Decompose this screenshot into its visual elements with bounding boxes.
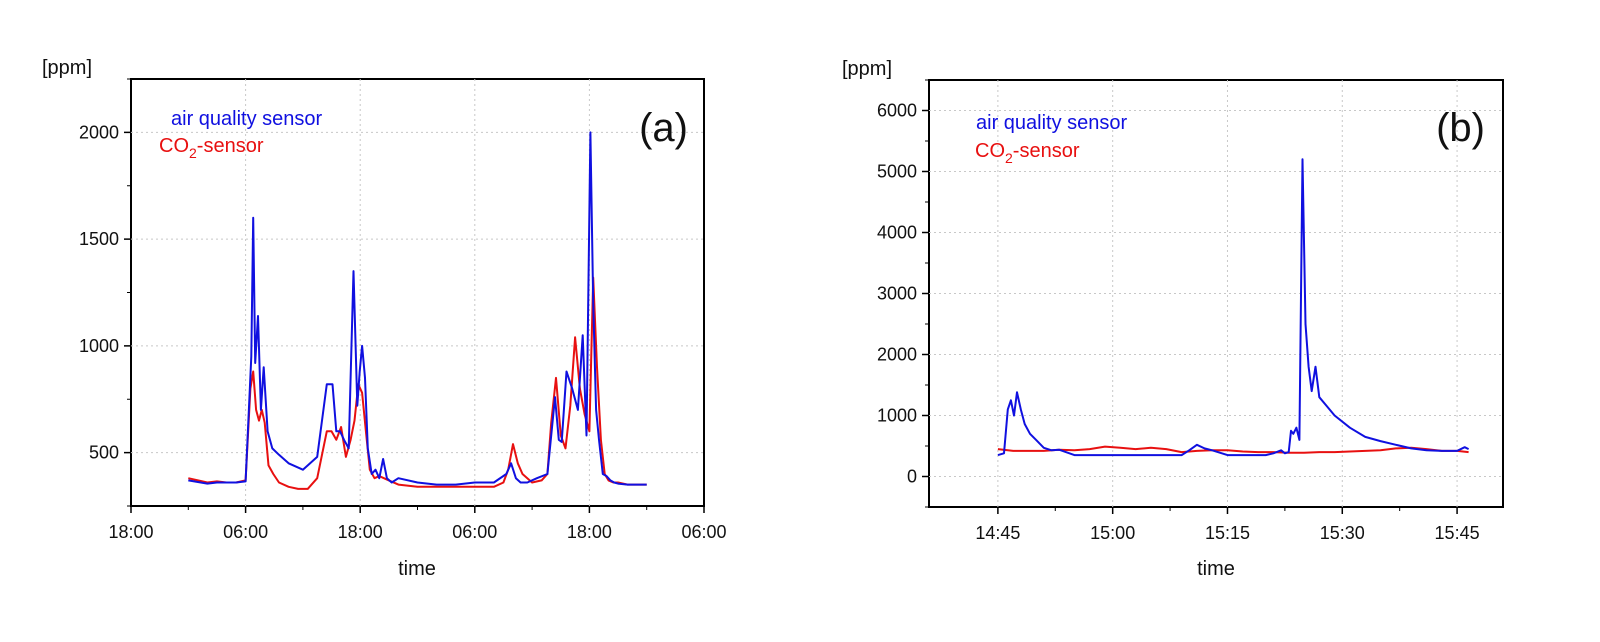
panel-b-y-tick-label: 1000 — [877, 406, 917, 426]
panel-b-x-tick-label: 15:45 — [1435, 523, 1480, 543]
panel-a-x-tick-labels: 18:00 06:00 18:00 06:00 18:00 06:00 — [108, 522, 726, 542]
panel-a-x-axis-label: time — [398, 558, 436, 580]
panel-b-minor-ticks — [922, 79, 1458, 514]
panel-a-grid — [131, 79, 704, 506]
panel-b-legend-entry-air-quality: air quality sensor — [976, 112, 1128, 134]
panel-a-y-tick-label: 1500 — [79, 229, 119, 249]
panel-b-y-tick-label: 3000 — [877, 284, 917, 304]
panel-a-y-tick-labels: 500 1000 1500 2000 — [79, 122, 119, 462]
panel-a-legend-entry-co2: CO2-sensor — [159, 135, 264, 161]
panel-a-x-tick-label: 06:00 — [223, 522, 268, 542]
panel-a-x-tick-label: 06:00 — [452, 522, 497, 542]
panel-b-legend: air quality sensor CO2-sensor — [975, 112, 1128, 166]
panel-a: 18:00 06:00 18:00 06:00 18:00 06:00 500 1000 15… — [42, 57, 727, 580]
panel-b-y-tick-label: 5000 — [877, 162, 917, 182]
panel-b-y-tick-label: 6000 — [877, 101, 917, 121]
panel-a-x-tick-label: 18:00 — [567, 522, 612, 542]
panel-b-y-tick-label: 4000 — [877, 223, 917, 243]
panel-b-y-tick-labels: 0 1000 2000 3000 4000 5000 6000 — [877, 101, 917, 487]
panel-a-legend: air quality sensor CO2-sensor — [159, 108, 323, 161]
panel-a-y-tick-label: 500 — [89, 443, 119, 463]
panel-b: 14:45 15:00 15:15 15:30 15:45 0 1000 2000 3000 4… — [842, 58, 1504, 580]
panel-b-y-tick-label: 0 — [907, 467, 917, 487]
panel-a-x-tick-label: 18:00 — [108, 522, 153, 542]
panel-a-y-axis-label: [ppm] — [42, 57, 92, 79]
panel-b-x-tick-labels: 14:45 15:00 15:15 15:30 15:45 — [975, 523, 1479, 543]
panel-b-x-tick-label: 14:45 — [975, 523, 1020, 543]
panel-b-series-line-air-quality — [997, 158, 1470, 457]
panel-a-series-line-air-quality — [188, 131, 647, 486]
panel-b-series-line-co2 — [997, 445, 1469, 454]
panel-a-x-tick-label: 06:00 — [681, 522, 726, 542]
panel-a-panel-label: (a) — [639, 106, 688, 150]
panel-b-x-tick-label: 15:30 — [1320, 523, 1365, 543]
panel-b-y-axis-label: [ppm] — [842, 58, 892, 80]
panel-b-y-tick-label: 2000 — [877, 345, 917, 365]
panel-a-legend-entry-air-quality: air quality sensor — [171, 108, 323, 130]
panel-b-x-tick-label: 15:15 — [1205, 523, 1250, 543]
panel-b-panel-label: (b) — [1436, 106, 1485, 150]
panel-a-minor-ticks — [124, 78, 705, 513]
panel-a-y-tick-label: 1000 — [79, 336, 119, 356]
panel-b-grid — [929, 80, 1503, 507]
panel-b-x-axis-label: time — [1197, 558, 1235, 580]
panel-b-legend-entry-co2: CO2-sensor — [975, 140, 1080, 166]
panel-b-series — [997, 158, 1470, 457]
panel-a-y-tick-label: 2000 — [79, 122, 119, 142]
panel-a-series — [188, 131, 647, 490]
panel-b-x-tick-label: 15:00 — [1090, 523, 1135, 543]
panel-a-x-tick-label: 18:00 — [338, 522, 383, 542]
panel-a-series-line-co2 — [188, 276, 647, 490]
